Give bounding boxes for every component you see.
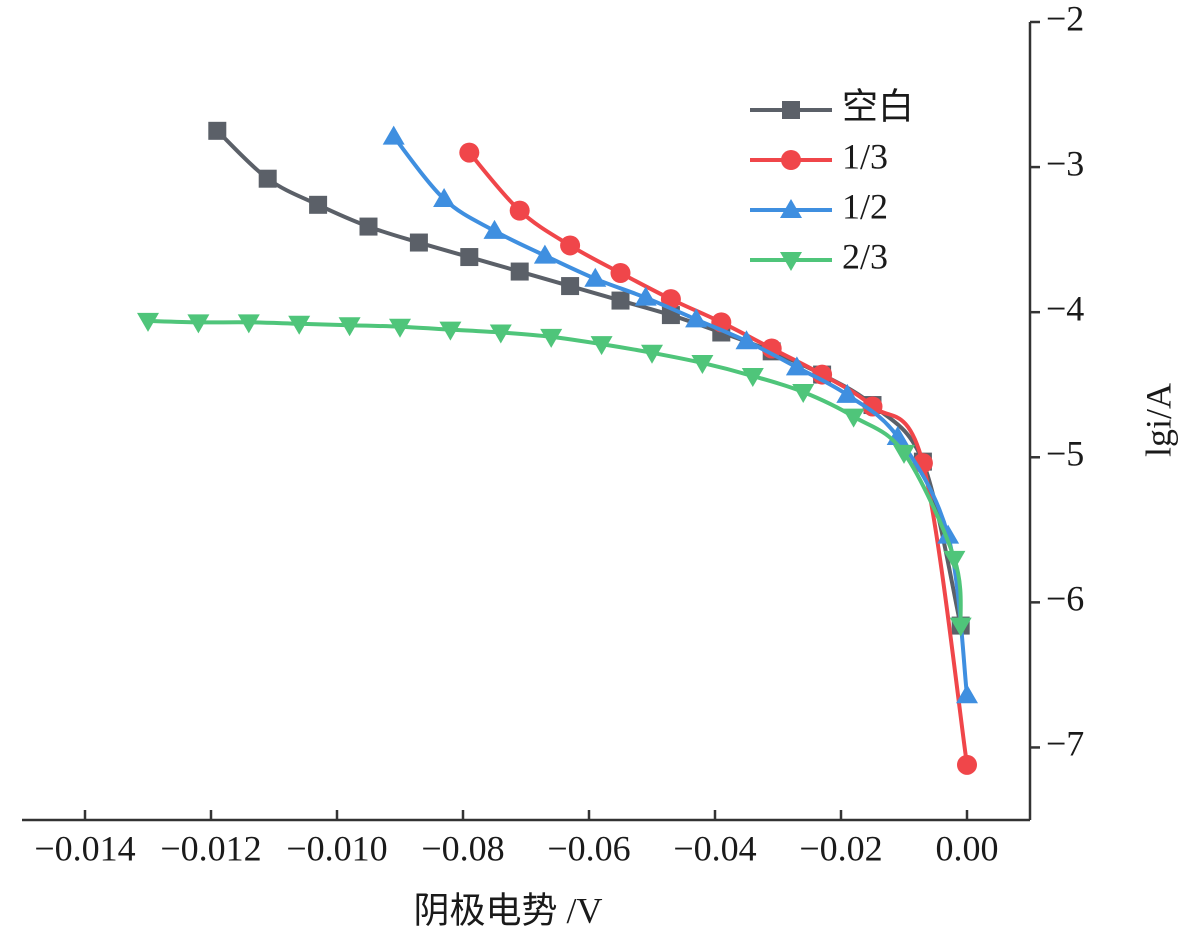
data-point	[409, 233, 428, 252]
data-point	[509, 200, 530, 221]
y-tick-label: −3	[1046, 143, 1084, 183]
data-point	[433, 188, 456, 208]
data-point	[540, 328, 563, 348]
x-tick-label: 0.00	[936, 828, 999, 868]
data-point	[893, 444, 915, 464]
data-point	[489, 324, 512, 344]
data-point	[735, 330, 758, 350]
y-tick-label: −5	[1046, 434, 1084, 474]
data-point	[957, 754, 977, 775]
data-point	[338, 317, 361, 337]
legend-marker	[780, 252, 802, 271]
y-axis-label: lgi/A	[1138, 383, 1178, 457]
data-point	[533, 244, 556, 264]
data-point	[560, 235, 581, 256]
data-point	[741, 368, 764, 388]
data-point	[510, 262, 529, 281]
data-point	[137, 312, 159, 332]
legend-label: 空白	[842, 86, 914, 126]
y-tick-label: −2	[1046, 0, 1084, 38]
data-point	[590, 336, 613, 356]
legend-marker	[781, 150, 801, 170]
data-point	[561, 277, 580, 296]
x-tick-label: −0.02	[799, 828, 882, 868]
data-point	[641, 344, 663, 364]
y-tick-label: −4	[1046, 288, 1084, 328]
data-point	[956, 684, 978, 704]
data-point	[258, 169, 277, 188]
y-tick-label: −7	[1046, 724, 1084, 764]
x-tick-label: −0.014	[34, 828, 135, 868]
y-tick-label: −6	[1046, 579, 1084, 619]
data-point	[288, 315, 311, 335]
data-point	[634, 286, 657, 306]
data-point	[691, 354, 714, 374]
data-point	[685, 308, 708, 328]
data-point	[309, 195, 328, 214]
x-axis-label: 阴极电势 /V	[413, 890, 602, 930]
data-point	[359, 217, 378, 236]
data-point	[382, 125, 405, 145]
legend-marker	[782, 101, 800, 119]
legend-marker	[780, 199, 802, 218]
data-point	[836, 383, 859, 403]
data-point	[949, 617, 972, 637]
legend-label: 1/2	[842, 186, 888, 226]
data-point	[187, 314, 210, 334]
data-point	[792, 383, 815, 403]
data-point	[943, 550, 966, 570]
data-point	[237, 314, 260, 334]
data-point	[208, 121, 227, 140]
data-point	[584, 267, 607, 287]
x-tick-label: −0.012	[160, 828, 261, 868]
data-point	[610, 263, 631, 284]
data-point	[862, 396, 883, 417]
x-tick-label: −0.08	[421, 828, 504, 868]
series-line	[147, 318, 963, 626]
data-point	[611, 291, 630, 310]
data-point	[460, 248, 479, 267]
data-point	[937, 524, 960, 544]
data-point	[842, 408, 865, 428]
x-tick-label: −0.04	[673, 828, 756, 868]
data-point	[439, 321, 462, 341]
series-line	[467, 151, 969, 766]
data-point	[483, 219, 506, 239]
data-point	[459, 142, 480, 163]
data-point	[785, 356, 808, 376]
legend-label: 1/3	[842, 136, 888, 176]
x-tick-label: −0.010	[286, 828, 387, 868]
data-point	[389, 318, 411, 338]
x-tick-label: −0.06	[547, 828, 630, 868]
legend-label: 2/3	[842, 236, 888, 276]
